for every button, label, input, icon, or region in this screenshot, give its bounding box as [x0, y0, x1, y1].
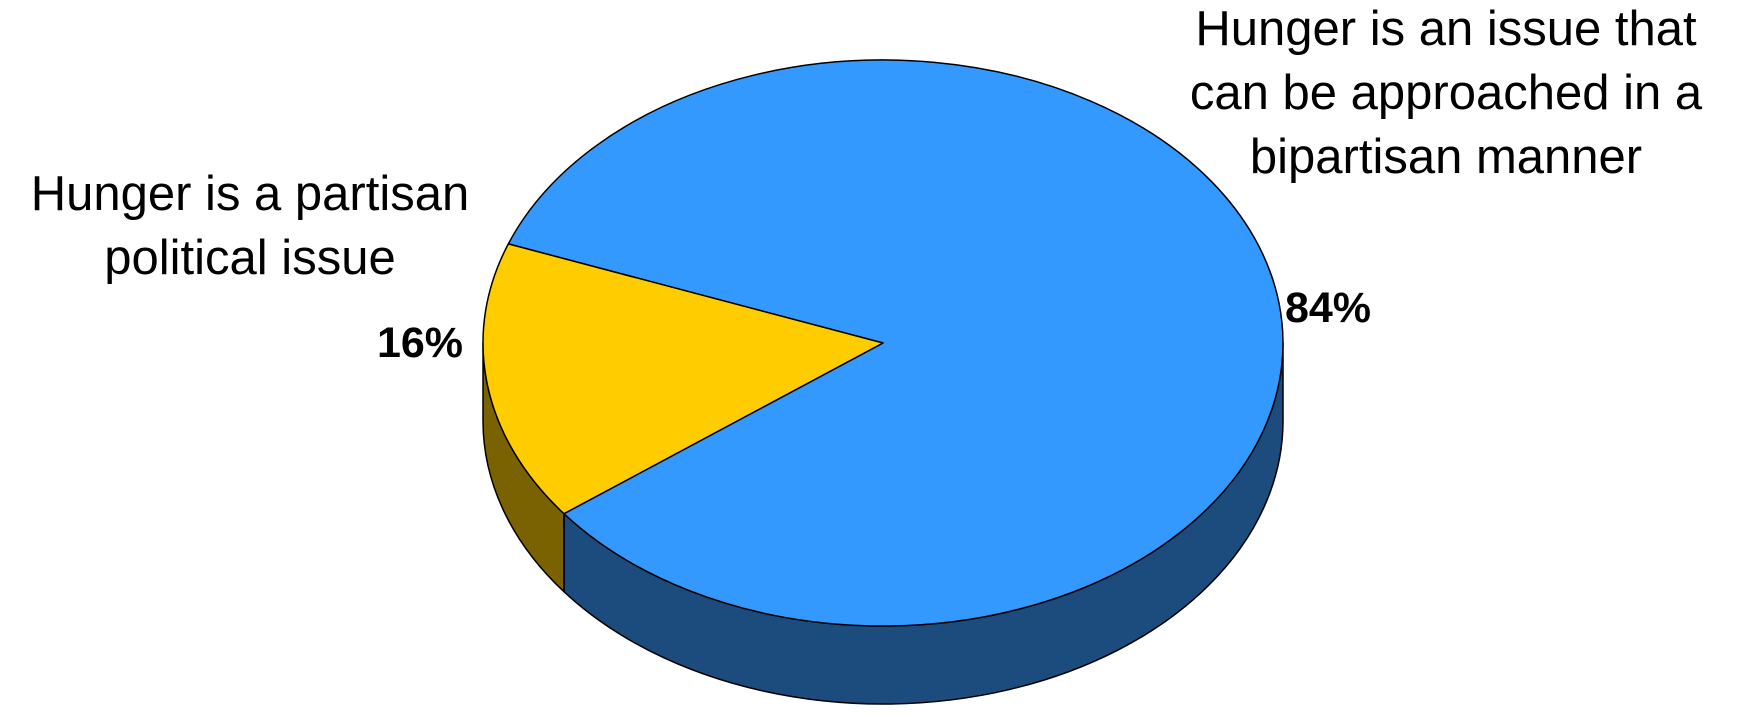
pie-label-bipartisan-line: Hunger is an issue that	[1195, 2, 1697, 56]
pie-label-bipartisan-line: can be approached in a	[1190, 66, 1703, 120]
pie-label-partisan-line: Hunger is a partisan	[31, 167, 470, 221]
pie-slice-bipartisan	[507, 59, 1284, 627]
pie-labels-layer: Hunger is an issue that can be approached…	[31, 2, 1703, 367]
pie-label-partisan: Hunger is a partisan political issue	[31, 167, 470, 285]
pie-top-layer	[482, 59, 1284, 627]
pie-label-bipartisan: Hunger is an issue that can be approached…	[1190, 2, 1703, 184]
pie-label-bipartisan-line: bipartisan manner	[1250, 130, 1642, 184]
pie-slice-partisan	[482, 243, 884, 515]
pie-value-partisan: 16%	[377, 319, 463, 367]
pie-label-partisan-line: political issue	[104, 231, 395, 285]
pie-value-bipartisan: 84%	[1285, 284, 1371, 332]
